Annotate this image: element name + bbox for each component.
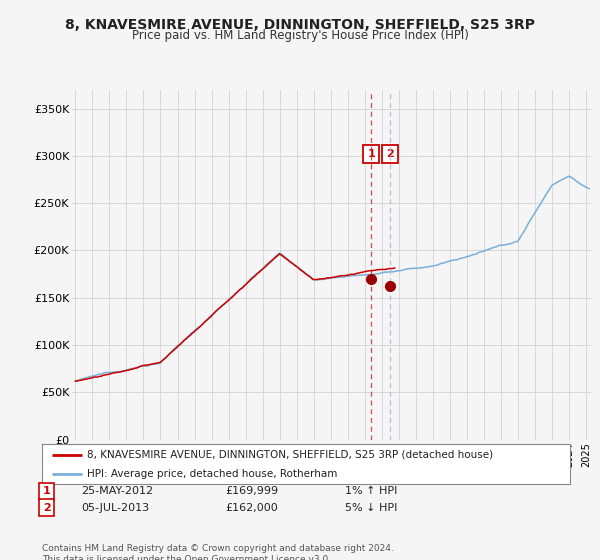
Text: 5% ↓ HPI: 5% ↓ HPI <box>345 503 397 513</box>
Text: 05-JUL-2013: 05-JUL-2013 <box>81 503 149 513</box>
Text: 1% ↑ HPI: 1% ↑ HPI <box>345 486 397 496</box>
Text: 1: 1 <box>43 486 50 496</box>
Text: HPI: Average price, detached house, Rotherham: HPI: Average price, detached house, Roth… <box>87 469 337 478</box>
Text: £169,999: £169,999 <box>225 486 278 496</box>
Text: £162,000: £162,000 <box>225 503 278 513</box>
Text: 8, KNAVESMIRE AVENUE, DINNINGTON, SHEFFIELD, S25 3RP (detached house): 8, KNAVESMIRE AVENUE, DINNINGTON, SHEFFI… <box>87 450 493 460</box>
Text: Contains HM Land Registry data © Crown copyright and database right 2024.
This d: Contains HM Land Registry data © Crown c… <box>42 544 394 560</box>
Text: 2: 2 <box>386 149 394 159</box>
Text: Price paid vs. HM Land Registry's House Price Index (HPI): Price paid vs. HM Land Registry's House … <box>131 29 469 42</box>
Text: 8, KNAVESMIRE AVENUE, DINNINGTON, SHEFFIELD, S25 3RP: 8, KNAVESMIRE AVENUE, DINNINGTON, SHEFFI… <box>65 18 535 32</box>
Text: 2: 2 <box>43 503 50 513</box>
Text: 25-MAY-2012: 25-MAY-2012 <box>81 486 153 496</box>
Text: 1: 1 <box>367 149 375 159</box>
